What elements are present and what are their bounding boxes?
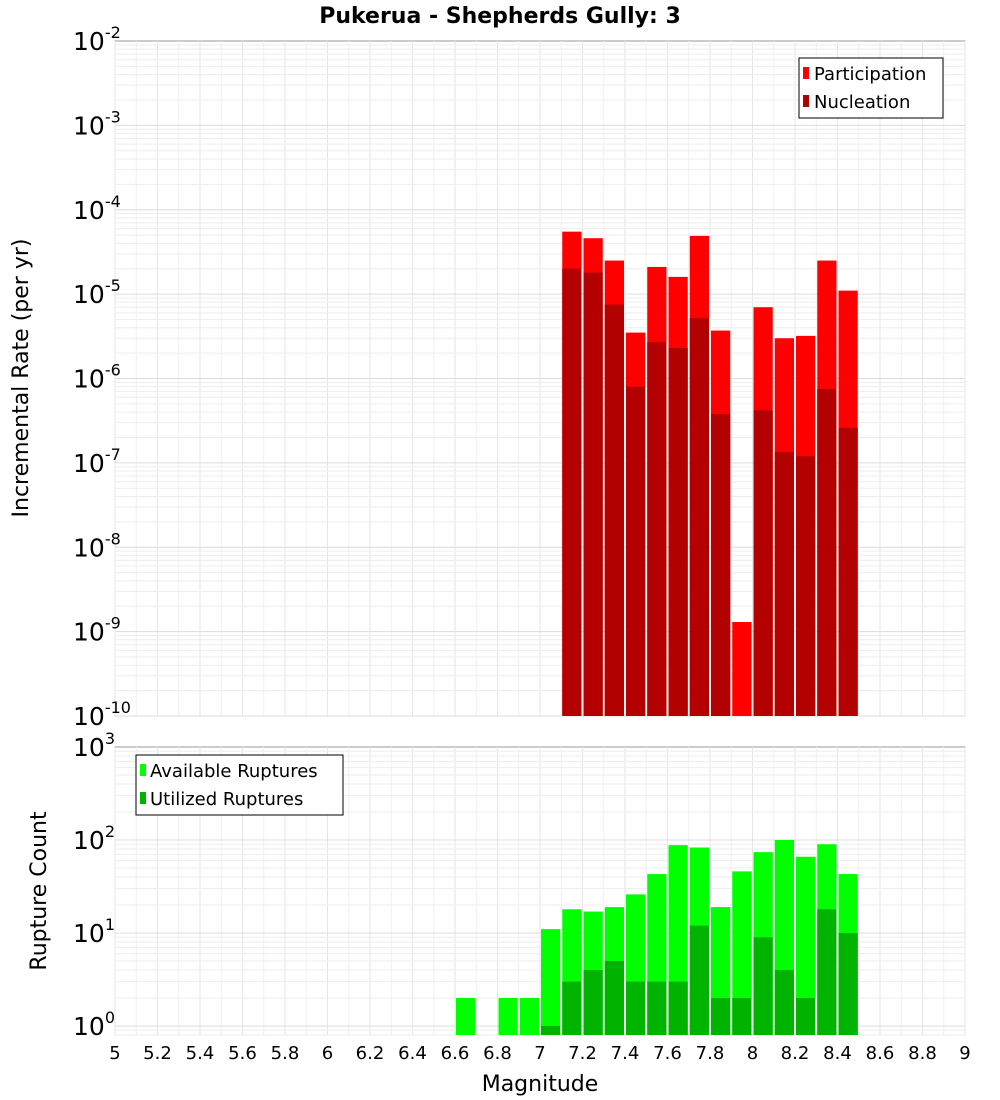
y-tick-label: 10-9: [73, 614, 121, 647]
x-tick-label: 7.2: [568, 1043, 597, 1064]
bar-utilized-ruptures: [583, 969, 603, 1035]
bar-nucleation: [796, 456, 816, 716]
bar-nucleation: [626, 386, 646, 716]
bar-utilized-ruptures: [647, 981, 667, 1035]
x-tick-label: 8.8: [908, 1043, 937, 1064]
bar-nucleation: [711, 413, 731, 716]
bar-nucleation: [838, 427, 858, 716]
x-tick-label: 5.2: [143, 1043, 172, 1064]
bar-utilized-ruptures: [753, 937, 773, 1035]
bar-nucleation: [604, 304, 624, 716]
x-tick-label: 6.4: [398, 1043, 427, 1064]
x-tick-label: 5.6: [228, 1043, 257, 1064]
bar-nucleation: [583, 272, 603, 716]
bar-nucleation: [668, 347, 688, 716]
x-tick-label: 8: [747, 1043, 758, 1064]
participation-legend-label: Participation: [814, 64, 926, 85]
y-tick-label: 10-10: [73, 698, 131, 731]
available-ruptures-legend-label: Available Ruptures: [150, 761, 318, 782]
y-tick-label: 103: [73, 729, 115, 762]
y-tick-label: 102: [73, 822, 115, 855]
bar-utilized-ruptures: [796, 997, 816, 1035]
bar-available-ruptures: [796, 856, 816, 1035]
bar-participation: [732, 622, 752, 716]
utilized-ruptures-legend-label: Utilized Ruptures: [150, 789, 303, 810]
bar-available-ruptures: [519, 997, 539, 1035]
nucleation-legend-swatch: [803, 95, 809, 107]
top-panel: 10-10 10-9 10-8 10-7 10-6 10-5 10-4 10-3 10-2 In…: [9, 23, 966, 731]
available-ruptures-legend-swatch: [140, 764, 146, 776]
bar-nucleation: [774, 451, 794, 716]
bottom-legend: Available Ruptures Utilized Ruptures: [135, 754, 344, 816]
participation-legend-swatch: [803, 67, 809, 79]
x-tick-label: 5: [109, 1043, 120, 1064]
bar-available-ruptures: [732, 871, 752, 1035]
bar-nucleation: [689, 318, 709, 716]
x-tick-label: 7.6: [653, 1043, 682, 1064]
y-tick-label: 10-7: [73, 445, 121, 478]
y-tick-label: 10-5: [73, 276, 121, 309]
x-tick-labels: 5 5.2 5.4 5.6 5.8 6 6.2 6.4 6.6 6.8 7 7.2 7.4 7.6 7.8 8…: [109, 1043, 970, 1064]
bar-nucleation: [817, 389, 837, 716]
bar-utilized-ruptures: [732, 997, 752, 1035]
x-tick-label: 8.2: [781, 1043, 810, 1064]
x-tick-label: 6: [322, 1043, 333, 1064]
bar-utilized-ruptures: [668, 981, 688, 1035]
top-bars: [562, 231, 858, 716]
top-grid: [114, 41, 966, 717]
x-tick-label: 6.8: [483, 1043, 512, 1064]
bar-nucleation: [647, 342, 667, 716]
bottom-panel: 100 101 102 103 5 5.2 5.4 5.6 5.8 6 6.2 6.4 6.6 6.8 7…: [27, 729, 971, 1097]
bottom-bars: [456, 839, 858, 1035]
x-tick-label: 5.8: [271, 1043, 300, 1064]
bottom-legend-box: [135, 754, 344, 816]
y-tick-label: 10-3: [73, 107, 121, 140]
bottom-y-tick-labels: 100 101 102 103: [73, 729, 115, 1041]
top-y-tick-labels: 10-10 10-9 10-8 10-7 10-6 10-5 10-4 10-3 10-2: [73, 23, 131, 731]
bar-utilized-ruptures: [689, 925, 709, 1035]
y-tick-label: 10-2: [73, 23, 121, 56]
y-tick-label: 10-6: [73, 361, 121, 394]
bar-available-ruptures: [541, 929, 561, 1035]
y-tick-label: 100: [73, 1008, 115, 1041]
y-tick-label: 10-4: [73, 192, 121, 225]
nucleation-legend-label: Nucleation: [814, 92, 910, 113]
chart-title: Pukerua - Shepherds Gully: 3: [319, 4, 681, 29]
x-tick-label: 5.4: [186, 1043, 215, 1064]
bar-utilized-ruptures: [774, 969, 794, 1035]
x-tick-label: 7.4: [611, 1043, 640, 1064]
bar-utilized-ruptures: [626, 981, 646, 1035]
x-tick-label: 7.8: [696, 1043, 725, 1064]
x-tick-label: 7: [534, 1043, 545, 1064]
x-tick-label: 6.6: [441, 1043, 470, 1064]
bottom-y-axis-label: Rupture Count: [27, 811, 52, 971]
bar-nucleation: [562, 268, 582, 716]
bar-utilized-ruptures: [817, 909, 837, 1035]
top-y-axis-label: Incremental Rate (per yr): [9, 239, 34, 518]
bar-available-ruptures: [456, 997, 476, 1035]
bar-utilized-ruptures: [562, 981, 582, 1035]
bar-utilized-ruptures: [541, 1025, 561, 1035]
bar-utilized-ruptures: [604, 960, 624, 1035]
y-tick-label: 101: [73, 915, 115, 948]
x-tick-label: 8.4: [823, 1043, 852, 1064]
y-tick-label: 10-8: [73, 529, 121, 562]
x-tick-label: 8.6: [866, 1043, 895, 1064]
x-tick-label: 9: [959, 1043, 970, 1064]
bar-utilized-ruptures: [838, 932, 858, 1035]
top-legend-box: [798, 57, 944, 119]
bar-available-ruptures: [498, 997, 518, 1035]
x-axis-label: Magnitude: [482, 1072, 599, 1097]
utilized-ruptures-legend-swatch: [140, 792, 146, 804]
top-legend: Participation Nucleation: [798, 57, 944, 119]
x-tick-label: 6.2: [356, 1043, 385, 1064]
bar-nucleation: [753, 410, 773, 716]
bar-utilized-ruptures: [711, 997, 731, 1035]
